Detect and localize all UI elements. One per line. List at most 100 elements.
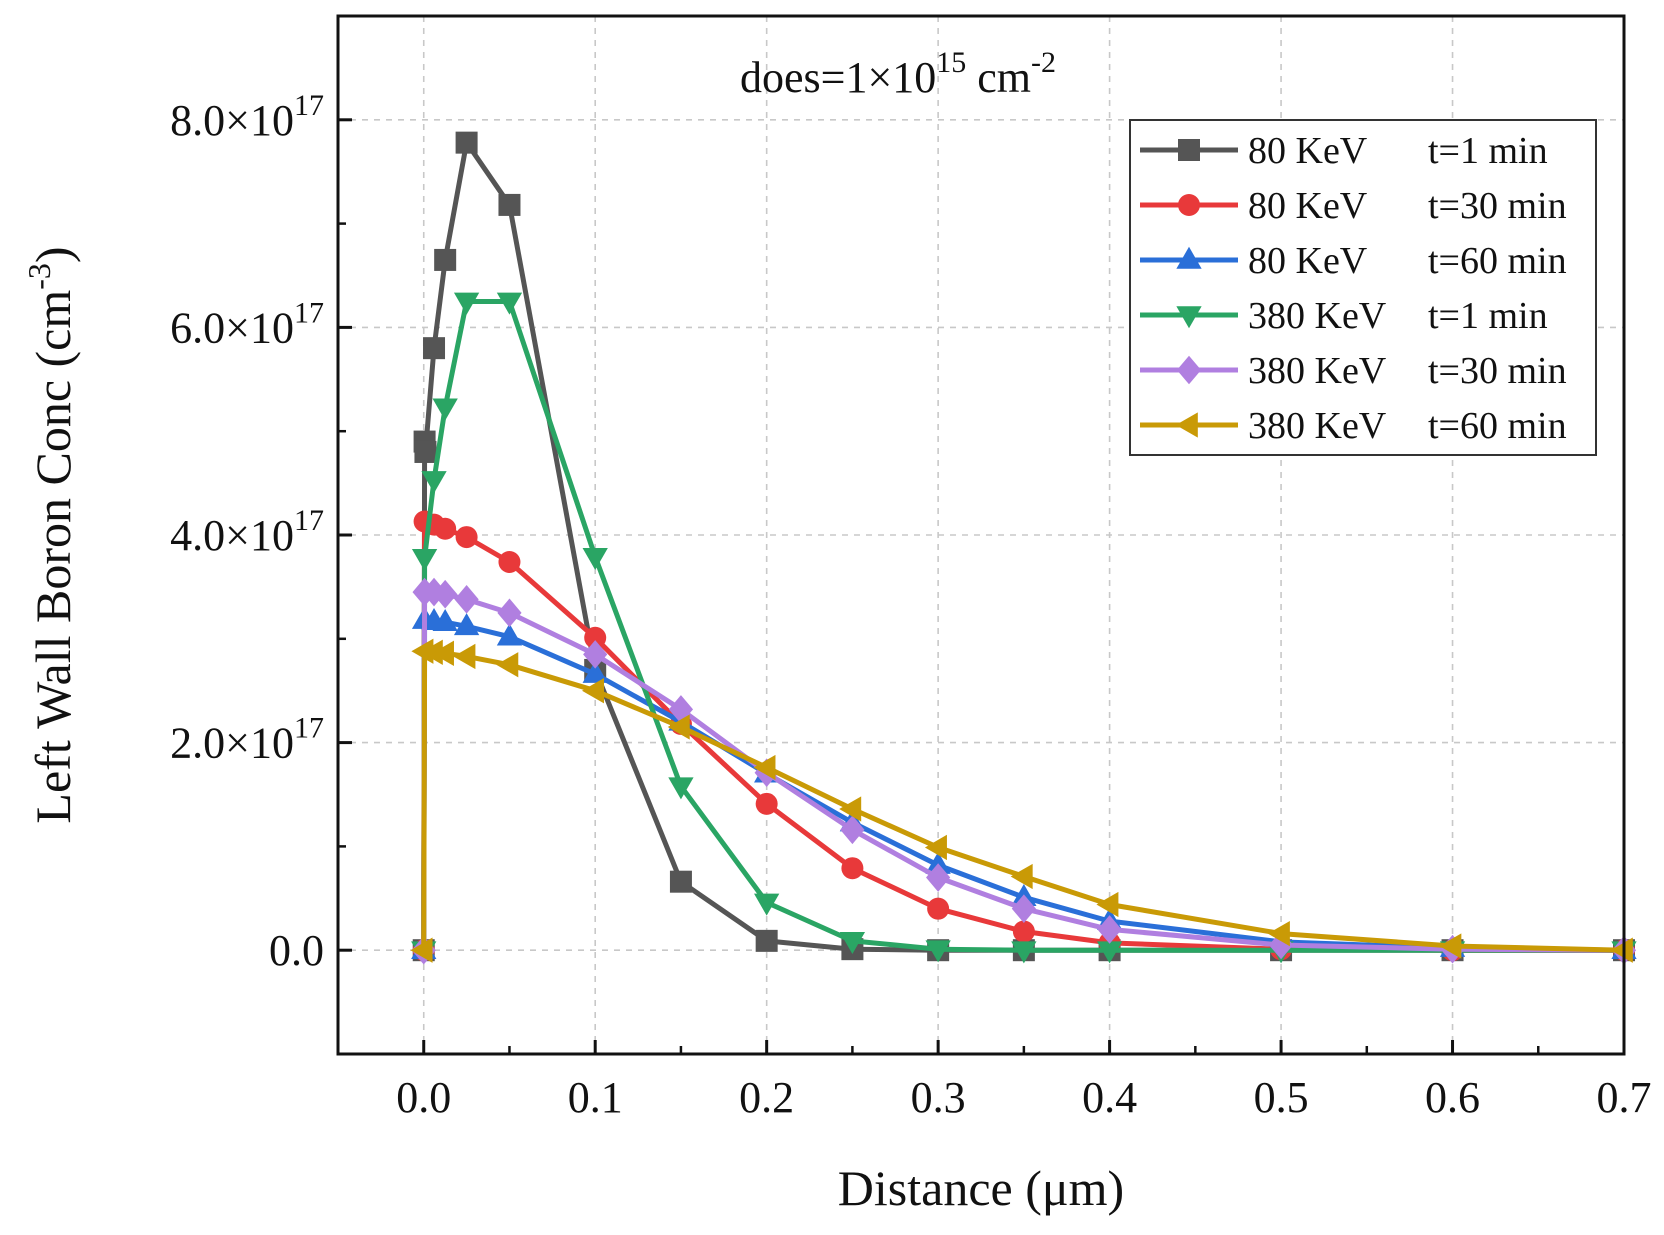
- legend-time-label: t=60 min: [1428, 240, 1567, 282]
- series-line: [421, 299, 1627, 953]
- legend-marker: [1178, 139, 1200, 161]
- data-point: [453, 613, 480, 636]
- data-point: [582, 547, 608, 570]
- data-point: [1268, 930, 1294, 960]
- data-point: [432, 398, 458, 421]
- series-layer: [410, 131, 1637, 965]
- data-point: [434, 517, 457, 540]
- data-point: [1439, 933, 1462, 959]
- data-point: [1011, 941, 1037, 964]
- data-point: [669, 870, 692, 893]
- data-point: [496, 292, 523, 315]
- legend-time-label: t=30 min: [1428, 185, 1567, 227]
- x-tick-label: 0.4: [1082, 1073, 1137, 1122]
- data-point: [497, 598, 522, 628]
- legend-time-label: t=1 min: [1428, 130, 1548, 172]
- chart-annotation: does=1×1015 cm-2: [740, 46, 1056, 102]
- data-point: [420, 639, 443, 665]
- legend-item-3: 80 KeV t=60 min: [1140, 240, 1567, 282]
- data-point: [1010, 863, 1033, 890]
- x-tick-label: 0.5: [1254, 1073, 1309, 1122]
- data-point: [925, 940, 951, 963]
- data-point: [582, 660, 608, 683]
- legend-energy-label: 80 KeV: [1248, 185, 1368, 227]
- x-tick-label: 0.1: [568, 1073, 623, 1122]
- data-point: [839, 796, 862, 822]
- data-point: [1610, 937, 1633, 963]
- legend-item-2: 80 KeV t=30 min: [1140, 185, 1567, 227]
- x-tick-label: 0.2: [739, 1073, 794, 1122]
- x-tick-label: 0.6: [1425, 1073, 1480, 1122]
- data-point: [1096, 941, 1123, 964]
- tick-layer: 0.0 0.1 0.2 0.3 0.4 0.5 0.6 0.7 0.0 2.0×1017 4.0×1…: [170, 89, 1651, 1122]
- x-tick-label: 0.3: [911, 1073, 966, 1122]
- data-point: [410, 937, 433, 963]
- legend-item-6: 380 KeV t=60 min: [1140, 405, 1567, 447]
- legend-energy-label: 80 KeV: [1248, 130, 1368, 172]
- legend-time-label: t=60 min: [1428, 405, 1567, 447]
- legend-item-4: 380 KeV t=1 min: [1140, 295, 1548, 337]
- legend-energy-label: 380 KeV: [1248, 350, 1387, 392]
- data-point: [411, 549, 438, 572]
- data-point: [753, 754, 776, 781]
- legend-box: [1129, 119, 1597, 456]
- data-point: [840, 815, 865, 845]
- data-point: [453, 643, 476, 670]
- legend-time-label: t=30 min: [1428, 350, 1567, 392]
- data-point: [421, 471, 447, 494]
- data-point: [1096, 891, 1119, 918]
- data-point: [582, 678, 604, 704]
- data-point: [498, 193, 521, 216]
- data-point: [924, 834, 947, 861]
- data-point: [496, 652, 519, 678]
- data-point: [498, 550, 521, 573]
- data-point: [926, 863, 951, 892]
- data-point: [431, 640, 454, 666]
- legend-marker: [1175, 412, 1198, 438]
- legend-energy-label: 80 KeV: [1248, 240, 1368, 282]
- series-6: [410, 638, 1633, 963]
- data-point: [496, 623, 523, 646]
- legend-marker: [1176, 246, 1202, 269]
- data-point: [411, 638, 434, 664]
- legend-items: 80 KeV t=1 min 80 KeV t=30 min 80 KeV t=60 mi…: [1140, 130, 1567, 447]
- data-point: [839, 932, 866, 955]
- legend-time-label: t=1 min: [1428, 295, 1548, 337]
- x-tick-label: 0.0: [396, 1073, 451, 1122]
- data-point: [668, 777, 694, 800]
- data-point: [414, 440, 437, 463]
- y-tick-label: 0.0: [269, 926, 324, 975]
- data-point: [433, 579, 458, 609]
- data-point: [1267, 920, 1290, 947]
- data-point: [755, 792, 778, 815]
- data-point: [432, 608, 458, 631]
- legend-energy-label: 380 KeV: [1248, 295, 1387, 337]
- legend-energy-label: 380 KeV: [1248, 405, 1387, 447]
- y-axis-title: Left Wall Boron Conc (cm-3): [21, 246, 81, 823]
- data-point: [453, 292, 480, 315]
- legend-item-5: 380 KeV t=30 min: [1140, 350, 1567, 392]
- data-point: [754, 893, 780, 916]
- legend-marker: [1178, 194, 1200, 216]
- data-point: [755, 929, 778, 952]
- y-tick-label: 8.0×1017: [170, 89, 324, 145]
- x-tick-label: 0.7: [1597, 1073, 1652, 1122]
- data-point: [583, 640, 608, 669]
- data-point: [841, 857, 864, 880]
- legend-marker: [1176, 355, 1202, 385]
- data-point: [1097, 915, 1122, 944]
- data-point: [455, 526, 478, 549]
- data-point: [454, 585, 479, 614]
- y-tick-label: 4.0×1017: [170, 504, 324, 560]
- legend: 80 KeV t=1 min 80 KeV t=30 min 80 KeV t=60 mi…: [1129, 119, 1597, 456]
- data-point: [667, 714, 690, 740]
- data-point: [1011, 894, 1036, 923]
- data-point: [927, 897, 950, 920]
- x-axis-title: Distance (μm): [838, 1160, 1124, 1216]
- y-tick-label: 2.0×1017: [170, 712, 324, 768]
- y-tick-label: 6.0×1017: [170, 296, 324, 352]
- data-point: [455, 131, 478, 154]
- data-point: [584, 626, 607, 649]
